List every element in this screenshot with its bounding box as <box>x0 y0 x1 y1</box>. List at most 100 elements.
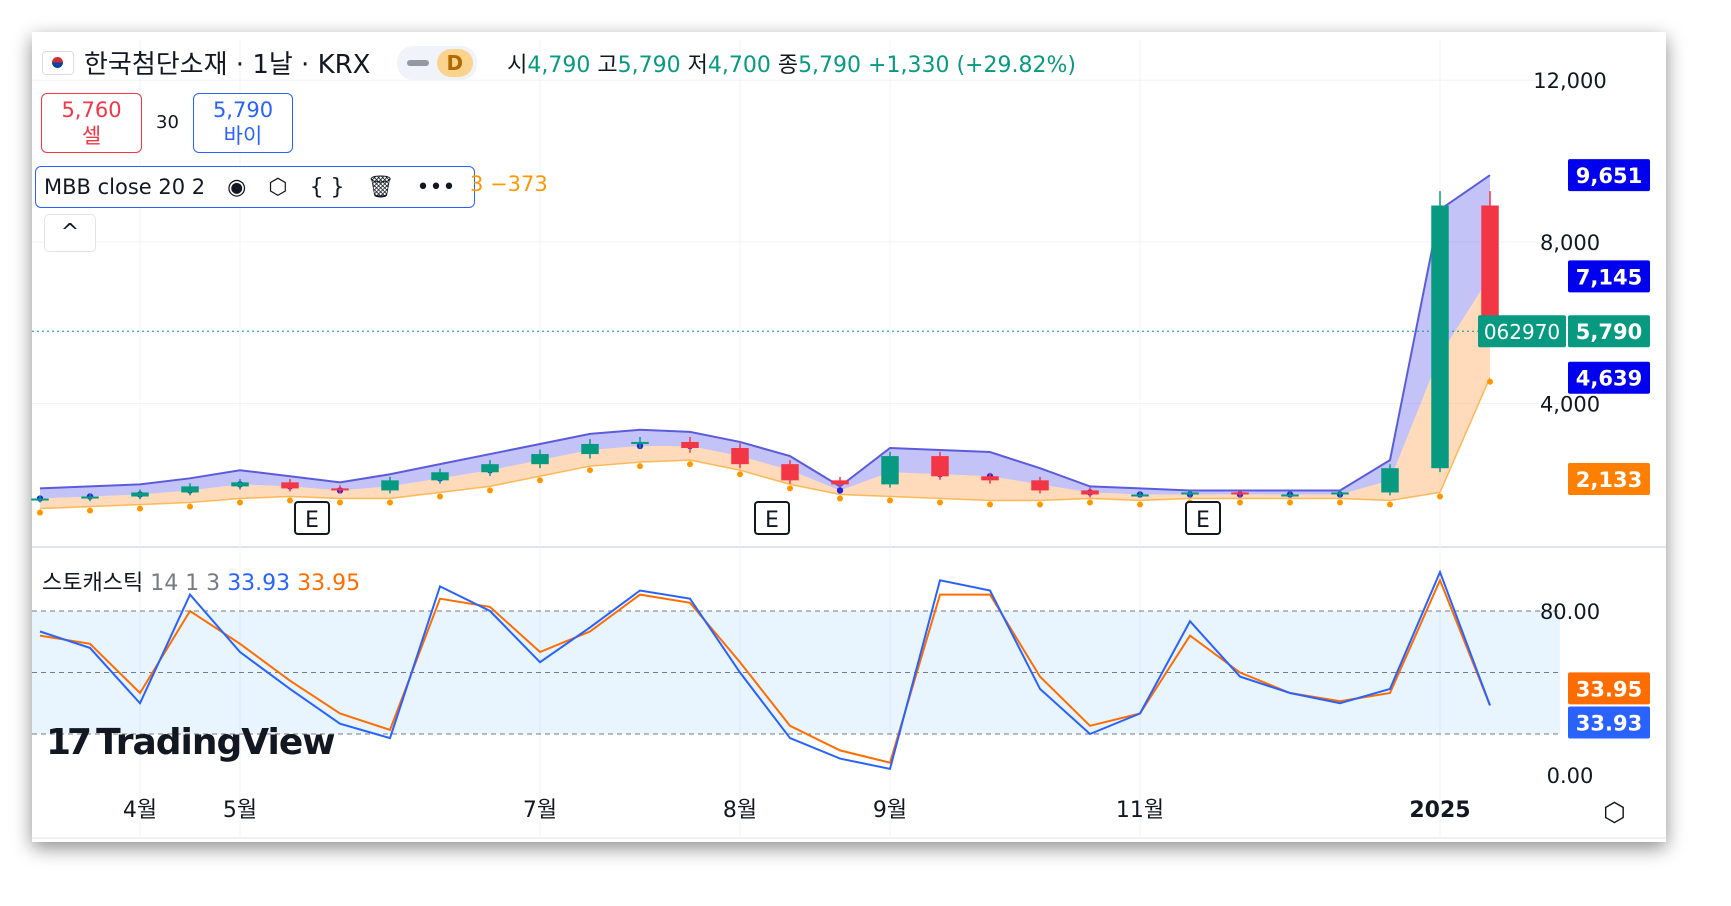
candle-body <box>781 464 799 481</box>
price-axis: 4,000 8,000 12,000 9,651 7,145 5,790 4,639 2,13… <box>1478 69 1650 495</box>
symbol-title[interactable]: 한국첨단소재 · 1날 · KRX <box>84 50 371 80</box>
price-tick-label: 12,000 <box>1533 69 1606 93</box>
buy-button[interactable]: 5,790 바이 <box>193 93 293 153</box>
open-label: 시 <box>507 52 528 78</box>
sell-label: 셀 <box>81 124 102 148</box>
brand-text: TradingView <box>96 722 335 763</box>
upper-price-label-bg <box>1568 159 1650 192</box>
middle-price-label: 7,145 <box>1576 265 1642 289</box>
close-value: 5,790 <box>798 52 862 78</box>
lower-band-dot <box>87 507 93 514</box>
sell-button[interactable]: 5,760 셀 <box>41 93 142 153</box>
price-tick-label: 8,000 <box>1540 231 1600 255</box>
ohlc-readout: 시4,790 고5,790 저4,700 종5,790 +1,330 (+29.… <box>507 47 1076 79</box>
candle-body <box>1181 492 1199 495</box>
stoch-name: 스토캐스틱 <box>42 571 144 596</box>
time-tick-label: 9월 <box>873 798 907 823</box>
korea-flag-icon <box>42 50 74 75</box>
lower-band-dot <box>237 499 243 506</box>
candle-body <box>481 464 499 473</box>
sell-price: 5,760 <box>61 98 122 122</box>
open-value: 4,790 <box>527 52 591 78</box>
earnings-marker <box>1185 501 1221 535</box>
lower-band-dot <box>537 477 543 484</box>
timeframe-badge: D <box>436 48 474 77</box>
candle-body <box>931 456 949 477</box>
buy-label: 바이 <box>223 124 263 148</box>
spread-value: 30 <box>156 112 179 133</box>
bollinger-bands <box>36 174 1494 516</box>
eye-icon[interactable]: ◉ <box>227 174 247 200</box>
candle-body <box>331 488 349 491</box>
lower-band-dot <box>1337 499 1343 506</box>
candle-body <box>381 480 399 491</box>
candle-body <box>731 448 749 465</box>
upper-band-line <box>39 174 1491 492</box>
earnings-marker-label: E <box>1196 508 1210 533</box>
last-price-label: 5,790 <box>1576 320 1642 344</box>
time-tick-label: 7월 <box>523 798 557 823</box>
indicator-legend[interactable]: MBB close 20 2 ◉ ⬡ { } 🗑 ••• <box>35 166 475 208</box>
settings-icon[interactable]: ⬡ <box>268 174 288 200</box>
candle-body <box>1131 494 1149 497</box>
chevron-up-icon[interactable]: ^ <box>44 214 96 252</box>
lower-band-dot <box>487 487 493 494</box>
lower-band-dot <box>1487 378 1493 385</box>
candle-body <box>581 443 599 455</box>
lower-band-dot <box>587 467 593 474</box>
lower-alt-price-label-bg <box>1568 462 1650 495</box>
lower-band-dot <box>387 499 393 506</box>
candle-body <box>231 482 249 487</box>
middle-price-label-bg <box>1568 260 1650 293</box>
stoch-d-line <box>39 577 1491 764</box>
lower-band-dot <box>37 509 43 516</box>
earnings-marker-label: E <box>305 508 319 533</box>
timeframe-pill[interactable]: D <box>396 45 478 80</box>
candle-body <box>1031 480 1049 491</box>
stoch-d-price-label-bg <box>1568 672 1650 705</box>
lower-band-dot <box>1037 501 1043 508</box>
lower-band-dot <box>287 497 293 504</box>
stoch-k-value: 33.93 <box>227 571 291 596</box>
candle-body <box>881 456 899 485</box>
candle-body <box>181 486 199 493</box>
candle-body <box>281 482 299 489</box>
stoch-k-price-label: 33.93 <box>1576 711 1642 735</box>
lower-band-dot <box>437 493 443 500</box>
low-label: 저 <box>687 52 708 78</box>
stoch-k-line <box>39 569 1491 771</box>
chart-settings-icon[interactable]: ⬡ <box>1603 798 1626 828</box>
stoch-params: 14 1 3 <box>150 571 221 596</box>
candle-body <box>1281 494 1299 497</box>
time-tick-label: 8월 <box>723 798 757 823</box>
lower-band-dot <box>787 485 793 492</box>
lower-price-label-bg <box>1568 361 1650 394</box>
stoch-d-price-label: 33.95 <box>1576 677 1642 701</box>
stoch-tick-label: 0.00 <box>1547 764 1594 788</box>
candle-body <box>1431 205 1449 469</box>
lower-band-dot <box>1237 499 1243 506</box>
candle-body <box>31 498 49 501</box>
lower-band-dot <box>1387 501 1393 508</box>
candle-body <box>81 496 99 499</box>
time-tick-label: 5월 <box>223 798 257 823</box>
time-tick-label: 4월 <box>123 798 157 823</box>
more-icon[interactable]: ••• <box>416 174 456 200</box>
stochastic-legend[interactable]: 스토캐스틱 14 1 3 33.93 33.95 <box>42 565 360 597</box>
trash-icon[interactable]: 🗑 <box>366 174 395 200</box>
candle-body <box>831 480 849 485</box>
lower-alt-price-label: 2,133 <box>1576 468 1642 492</box>
candle-body <box>1231 492 1249 495</box>
symbol-tag-bg <box>1478 315 1566 348</box>
candle-body <box>1331 492 1349 495</box>
lower-price-label: 4,639 <box>1576 367 1642 391</box>
grid-lines <box>32 40 1666 839</box>
upper-price-label: 9,651 <box>1576 164 1642 188</box>
stoch-tick-label: 80.00 <box>1540 600 1600 624</box>
source-code-icon[interactable]: { } <box>309 174 345 200</box>
change-value: +1,330 (+29.82%) <box>868 52 1076 78</box>
candle-body <box>981 476 999 481</box>
lower-band-line <box>39 377 1491 510</box>
